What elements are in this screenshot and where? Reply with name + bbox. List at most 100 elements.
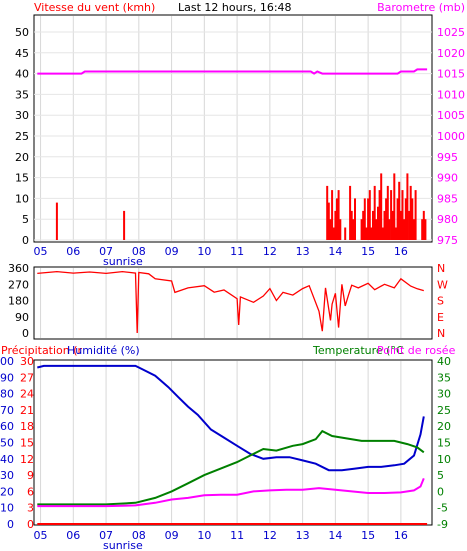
x-tick-label: 16	[394, 245, 408, 258]
wind-axis-label: Vitesse du vent (kmh)	[34, 1, 155, 14]
y-tick-label: 50	[0, 437, 14, 450]
y-tick-label: 10	[437, 453, 451, 466]
x-tick-label: 13	[296, 529, 310, 542]
y-tick-label: 15	[20, 437, 34, 450]
y-tick-label: -5	[437, 502, 448, 515]
wind-bar	[411, 198, 414, 240]
y-tick-label: 20	[15, 151, 29, 164]
y-tick-label: W	[437, 278, 448, 291]
y-tick-label: 360	[8, 262, 29, 275]
wind-bar	[327, 202, 330, 240]
wind-bar	[395, 227, 397, 240]
wind-bar	[375, 219, 378, 240]
x-tick-label: 08	[132, 245, 146, 258]
y-tick-label: 975	[437, 234, 458, 247]
wind-bar	[398, 181, 401, 240]
panel2-gridlines	[40, 268, 402, 338]
rain-axis-ticks: 0 3 6 9 12 15 18 21 24 27 30	[20, 355, 34, 531]
x-tick-label: 11	[230, 529, 244, 542]
y-tick-label: 60	[0, 420, 14, 433]
x-tick-label: 10	[197, 245, 211, 258]
y-tick-label: N	[437, 262, 445, 275]
panel-rain-humidity-temp: Précipitation (r Humidité (%) Temperatur…	[0, 344, 456, 551]
wind-bar	[383, 210, 386, 240]
x-tick-label: 15	[361, 245, 375, 258]
y-tick-label: 0	[22, 327, 29, 340]
x-tick-label: 07	[99, 245, 113, 258]
x-tick-label: 06	[66, 245, 80, 258]
x-tick-label: 10	[197, 529, 211, 542]
y-tick-label: 980	[437, 213, 458, 226]
y-tick-label: 10	[15, 192, 29, 205]
y-tick-label: 20	[0, 485, 14, 498]
wind-speed-bars	[55, 173, 427, 240]
x-tick-label: 15	[361, 529, 375, 542]
wind-bar	[393, 173, 396, 240]
wind-bar	[326, 185, 329, 240]
wind-bar	[399, 210, 402, 240]
wind-bar	[390, 190, 393, 240]
y-tick-label: 5	[22, 213, 29, 226]
rain-axis-label: Précipitation (r	[1, 344, 83, 357]
y-tick-label: -9	[437, 518, 448, 531]
y-tick-label: 15	[15, 172, 29, 185]
y-tick-label: 1025	[437, 26, 465, 39]
y-tick-label: 100	[0, 355, 14, 368]
panel-wind-barometer: Vitesse du vent (kmh) Last 12 hours, 16:…	[15, 1, 465, 268]
y-tick-label: 10	[0, 502, 14, 515]
humidity-axis-label: Humidité (%)	[67, 344, 140, 357]
barometer-line	[37, 68, 428, 75]
wind-bar	[388, 219, 391, 240]
x-tick-label: 12	[263, 245, 277, 258]
y-tick-label: S	[437, 295, 444, 308]
y-tick-label: 0	[27, 518, 34, 531]
wind-bar	[377, 206, 379, 240]
panel3-x-ticks: 05 06 07 08 09 10 11 12 13 14 15 16	[34, 529, 408, 542]
y-tick-label: N	[437, 327, 445, 340]
x-tick-label: 12	[263, 529, 277, 542]
x-tick-label: 05	[34, 529, 48, 542]
y-tick-label: 50	[15, 26, 29, 39]
y-tick-label: 20	[437, 420, 451, 433]
wind-bar	[396, 198, 399, 240]
chart-title: Last 12 hours, 16:48	[178, 1, 292, 14]
temperature-axis-ticks: -9 -5 0 5 10 15 20 25 30 35 40	[437, 355, 451, 531]
wind-bar	[352, 219, 355, 240]
y-tick-label: 30	[20, 355, 34, 368]
wind-bar	[349, 185, 352, 240]
y-tick-label: 80	[0, 388, 14, 401]
temperature-axis-label: Temperature (°C	[312, 344, 404, 357]
y-tick-label: 21	[20, 404, 34, 417]
dewpoint-line	[37, 478, 425, 508]
y-tick-label: 1000	[437, 130, 465, 143]
x-tick-label: 06	[66, 529, 80, 542]
barometer-axis-ticks: 975 980 985 990 995 1000 1005 1010 1015 1020 1025	[437, 26, 465, 247]
y-tick-label: 25	[437, 404, 451, 417]
wind-bar	[365, 227, 368, 240]
y-tick-label: 990	[437, 172, 458, 185]
y-tick-label: 40	[437, 355, 451, 368]
y-tick-label: 25	[15, 130, 29, 143]
y-tick-label: 40	[0, 453, 14, 466]
y-tick-label: 180	[8, 295, 29, 308]
wind-bar	[391, 210, 394, 240]
y-tick-label: 1020	[437, 47, 465, 60]
wind-bar	[363, 198, 366, 240]
x-tick-label: 14	[328, 245, 342, 258]
wind-bar	[337, 190, 340, 240]
y-tick-label: 90	[0, 371, 14, 384]
temperature-line	[37, 429, 425, 506]
wind-bar	[406, 173, 409, 240]
humidity-axis-ticks: 0 10 20 30 40 50 60 70 80 90 100	[0, 355, 14, 531]
wind-bar	[372, 210, 374, 240]
y-tick-label: 0	[22, 234, 29, 247]
y-tick-label: 995	[437, 151, 458, 164]
y-tick-label: 6	[27, 485, 34, 498]
wind-bar	[354, 198, 356, 240]
y-tick-label: 5	[437, 469, 444, 482]
wind-bar	[414, 190, 417, 240]
y-tick-label: 70	[0, 404, 14, 417]
y-tick-label: 3	[27, 502, 34, 515]
